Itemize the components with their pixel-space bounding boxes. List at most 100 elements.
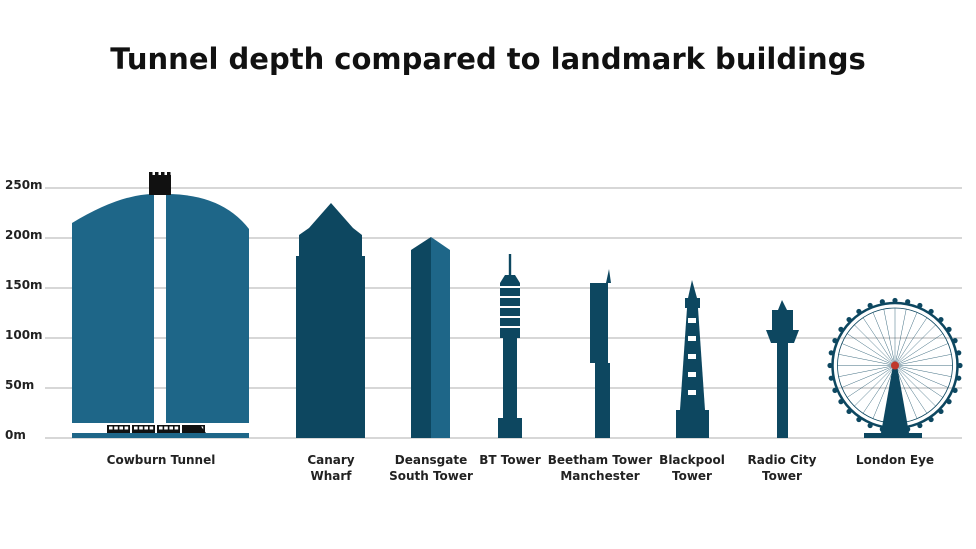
- eye-capsule: [905, 299, 910, 304]
- train-window: [164, 427, 168, 430]
- bt-ring-gap: [500, 316, 520, 318]
- blackpool-crown: [685, 298, 700, 308]
- hill-left: [72, 194, 154, 423]
- mark-beetham-tower: [590, 269, 611, 438]
- blackpool-lattice-gap: [688, 354, 696, 359]
- radiocity-shaft: [777, 338, 788, 438]
- y-tick-label: 150m: [5, 278, 43, 292]
- eye-capsule: [846, 317, 851, 322]
- hill-right: [166, 194, 249, 423]
- eye-capsule: [956, 376, 961, 381]
- eye-capsule: [946, 399, 951, 404]
- y-tick-label: 250m: [5, 178, 43, 192]
- eye-capsule: [956, 350, 961, 355]
- category-labels: Cowburn Tunnel Canary Wharf Deansgate South …: [107, 453, 934, 483]
- blackpool-lattice-gap: [688, 318, 696, 323]
- mark-london-eye: [827, 298, 962, 438]
- category-label: Blackpool: [659, 453, 725, 467]
- category-label: Tower: [672, 469, 712, 483]
- eye-capsule: [938, 409, 943, 414]
- train-window: [169, 427, 173, 430]
- bt-ring-gap: [500, 296, 520, 298]
- eye-capsule: [856, 417, 861, 422]
- eye-capsule: [856, 309, 861, 314]
- bt-base: [498, 418, 522, 438]
- category-label: Canary: [307, 453, 354, 467]
- mark-bt-tower: [498, 254, 522, 438]
- eye-capsule: [917, 303, 922, 308]
- train-window: [134, 427, 138, 430]
- eye-capsule: [938, 317, 943, 322]
- eye-capsule: [832, 388, 837, 393]
- train-window: [159, 427, 163, 430]
- eye-spoke: [895, 325, 936, 366]
- category-label: Deansgate: [395, 453, 467, 467]
- beetham-upper: [590, 283, 608, 363]
- eye-capsule: [946, 327, 951, 332]
- radiocity-antenna: [778, 300, 787, 310]
- eye-capsule: [868, 423, 873, 428]
- train-window: [125, 427, 129, 430]
- train-window: [109, 427, 113, 430]
- chart-marks: [72, 172, 963, 438]
- eye-capsule: [838, 399, 843, 404]
- category-label: Tower: [762, 469, 802, 483]
- category-label: BT Tower: [479, 453, 541, 467]
- eye-hub: [891, 362, 899, 370]
- eye-capsule: [846, 409, 851, 414]
- eye-capsule: [892, 298, 897, 303]
- tower-body: [296, 203, 365, 438]
- eye-capsule: [829, 376, 834, 381]
- tower-light-face: [431, 237, 450, 438]
- train-window: [139, 427, 143, 430]
- category-label: Beetham Tower: [548, 453, 653, 467]
- eye-capsule: [917, 423, 922, 428]
- y-tick-label: 100m: [5, 328, 43, 342]
- train-window: [144, 427, 148, 430]
- eye-capsule: [880, 299, 885, 304]
- train-window: [175, 427, 179, 430]
- eye-base-platform: [864, 433, 922, 438]
- mark-blackpool-tower: [676, 280, 709, 438]
- beetham-lower: [595, 363, 610, 438]
- blackpool-spire: [688, 280, 697, 298]
- bt-ring-gap: [500, 286, 520, 288]
- shaft-battlement: [155, 172, 159, 176]
- eye-capsule: [829, 350, 834, 355]
- beetham-blade: [606, 269, 611, 283]
- category-label: Manchester: [560, 469, 639, 483]
- eye-capsule: [827, 363, 832, 368]
- y-tick-label: 0m: [5, 428, 26, 442]
- blackpool-lattice-gap: [688, 372, 696, 377]
- shaft-battlement: [167, 172, 171, 176]
- eye-capsule: [952, 388, 957, 393]
- bt-ring-gap: [500, 326, 520, 328]
- blackpool-lattice-gap: [688, 336, 696, 341]
- y-axis-ticks: 0m 50m 100m 150m 200m 250m: [5, 178, 43, 442]
- y-tick-label: 200m: [5, 228, 43, 242]
- category-label: Cowburn Tunnel: [107, 453, 216, 467]
- blackpool-base: [676, 410, 709, 438]
- eye-capsule: [868, 303, 873, 308]
- train-window: [119, 427, 123, 430]
- eye-capsule: [929, 309, 934, 314]
- bt-mast: [509, 254, 511, 275]
- train-window: [114, 427, 118, 430]
- tower-dark-face: [411, 237, 431, 438]
- mark-radio-city-tower: [766, 300, 799, 438]
- eye-capsule: [952, 338, 957, 343]
- mark-deansgate-south-tower: [411, 237, 450, 438]
- y-tick-label: 50m: [5, 378, 34, 392]
- category-label: Wharf: [310, 469, 352, 483]
- blackpool-lattice-gap: [688, 390, 696, 395]
- category-label: South Tower: [389, 469, 473, 483]
- eye-capsule: [957, 363, 962, 368]
- mark-canary-wharf: [296, 203, 365, 438]
- shaft-head: [149, 175, 171, 195]
- shaft-battlement: [149, 172, 153, 176]
- shaft-battlement: [161, 172, 165, 176]
- bt-ring-gap: [500, 306, 520, 308]
- eye-capsule: [929, 417, 934, 422]
- eye-spoke: [854, 325, 895, 366]
